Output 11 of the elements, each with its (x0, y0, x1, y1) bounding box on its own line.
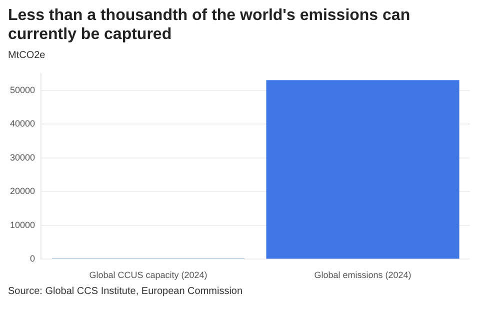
y-tick-label: 30000 (10, 152, 36, 162)
source-note: Source: Global CCS Institute, European Commission (8, 286, 244, 297)
y-tick-label: 50000 (10, 84, 36, 95)
x-tick-label: Global CCUS capacity (2024) (89, 270, 208, 280)
y-tick-label: 20000 (10, 186, 36, 196)
x-tick-label: Global emissions (2024) (314, 270, 412, 280)
y-axis-title: MtCO2e (8, 50, 46, 62)
y-tick-label: 40000 (10, 118, 36, 129)
y-tick-label: 10000 (10, 220, 36, 230)
y-tick-label: 0 (30, 254, 36, 264)
chart-title: Less than a thousandth of the world's emissions can currently be captured (8, 6, 412, 44)
